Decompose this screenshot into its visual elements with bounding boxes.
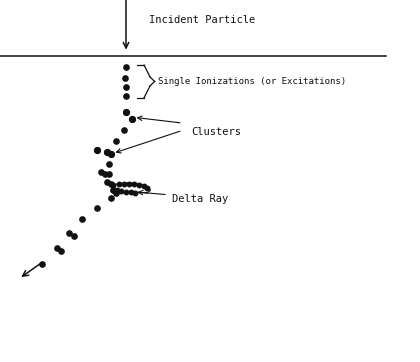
Text: Delta Ray: Delta Ray: [172, 194, 228, 204]
Text: Incident Particle: Incident Particle: [149, 15, 255, 25]
Text: Single Ionizations (or Excitations): Single Ionizations (or Excitations): [158, 77, 346, 86]
Text: Clusters: Clusters: [191, 127, 241, 137]
